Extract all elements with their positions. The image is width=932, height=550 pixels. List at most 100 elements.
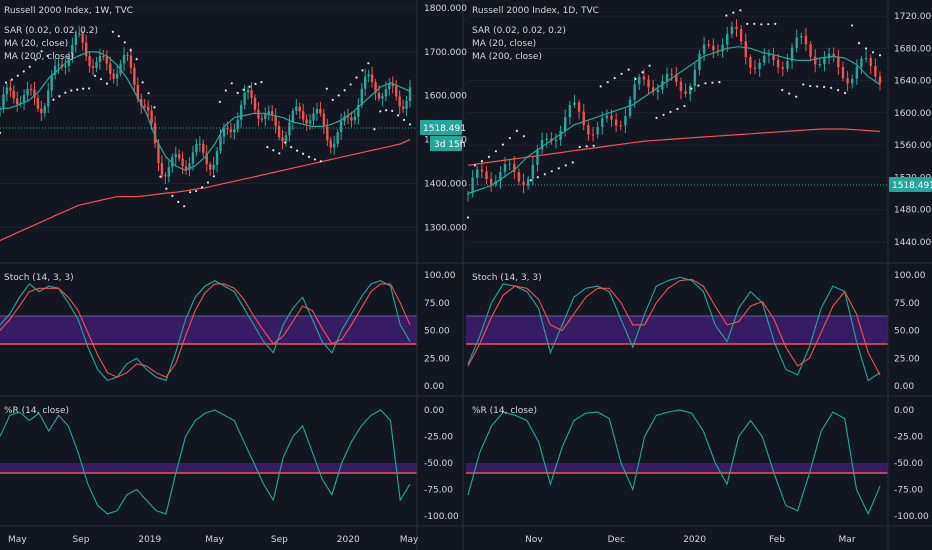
candle-body [647, 79, 650, 88]
stoch-axes[interactable]: 100.00 75.00 50.00 25.00 0.00 100.00 75.00 50.0… [424, 271, 926, 392]
candle-body [735, 26, 738, 29]
candle-body [205, 152, 208, 165]
candle-body [202, 143, 205, 153]
candle-body [339, 121, 343, 133]
sar-dot [260, 80, 263, 84]
candle-body [291, 110, 295, 123]
candle-body [749, 57, 752, 68]
price-tick-label: 1300.000 [424, 223, 467, 233]
candle-body [813, 56, 817, 65]
price-tick-label: 1400.000 [424, 179, 467, 189]
right-stoch-pane[interactable]: Stoch (14, 3, 3) [466, 273, 888, 382]
left-indicator-sar: SAR (0.02, 0.02, 0.2) [4, 26, 98, 36]
candle-body [198, 143, 202, 145]
candle-body [721, 44, 724, 52]
sar-dot [325, 87, 328, 90]
time-tick-label: Sep [72, 535, 89, 545]
willr-axes[interactable]: 0.00 -25.00 -50.00 -75.00 -100.00 0.00 -25.00 -… [424, 406, 929, 522]
candle-body [370, 74, 374, 83]
price-tick-label: 1440.000 [894, 238, 932, 248]
candle-body [564, 116, 567, 131]
sar-dot [165, 187, 168, 190]
candle-body [184, 166, 188, 170]
sar-dot [816, 85, 819, 88]
right-willr-pane[interactable]: %R (14, close) [466, 406, 888, 516]
sar-dot [349, 83, 352, 86]
sar-dot [111, 30, 114, 33]
right-grid [468, 15, 888, 243]
left-last-price-text: 1518.491 [423, 124, 466, 134]
candle-body [818, 64, 822, 66]
left-willr-title: %R (14, close) [4, 406, 69, 416]
sar-dot [697, 84, 700, 87]
sar-dot [408, 123, 412, 126]
left-chart[interactable]: Russell 2000 Index, 1W, TVC SAR (0.02, 0… [0, 6, 418, 515]
sar-dot [129, 49, 132, 52]
sar-dot [402, 118, 406, 121]
candle-body [767, 54, 771, 56]
price-tick-label: 1560.000 [894, 141, 932, 151]
sar-dot [795, 95, 798, 98]
sar-dot [564, 164, 567, 167]
candle-body [284, 135, 288, 142]
right-price-pane[interactable] [466, 9, 888, 219]
sar-dot [753, 22, 756, 25]
sar-dot [123, 41, 126, 44]
time-tick-label: Dec [608, 535, 625, 545]
sar-dot [153, 106, 156, 109]
candle-body [772, 54, 775, 61]
sar-dot [93, 74, 97, 77]
sar-dot [64, 91, 67, 94]
stoch-tick-label: 0.00 [894, 382, 914, 392]
candle-body [874, 65, 877, 77]
sar-dot [627, 68, 630, 71]
candle-body [315, 108, 319, 114]
candle-body [43, 106, 46, 114]
right-time-axis[interactable]: Nov Dec 2020 Feb Mar [525, 535, 856, 545]
sar-dot [4, 81, 8, 84]
sar-dot [147, 92, 150, 95]
candle-body [693, 69, 697, 86]
right-stoch-d-line [467, 278, 881, 376]
candle-body [605, 115, 609, 119]
left-willr-line [0, 409, 411, 515]
candle-body [656, 89, 659, 93]
left-time-axis[interactable]: May Sep 2019 May Sep 2020 May [8, 535, 419, 545]
candle-body [476, 169, 479, 178]
right-sar-dots [466, 9, 882, 219]
willr-tick-label: -50.00 [894, 459, 923, 469]
sar-dot [183, 205, 186, 208]
candle-body [661, 81, 664, 90]
candle-body [395, 86, 398, 97]
candle-body [26, 88, 29, 96]
candle-body [78, 33, 81, 35]
sar-dot [206, 181, 210, 184]
right-indicator-sar: SAR (0.02, 0.02, 0.2) [472, 26, 566, 36]
candle-body [57, 64, 60, 66]
candle-body [288, 122, 291, 136]
left-price-pane[interactable] [0, 25, 417, 242]
left-stoch-pane[interactable]: Stoch (14, 3, 3) [0, 273, 417, 382]
candle-body [140, 99, 143, 106]
right-chart[interactable]: Russell 2000 Index, 1D, TVC SAR (0.02, 0… [466, 6, 888, 516]
stoch-tick-label: 25.00 [894, 354, 920, 364]
stoch-tick-label: 100.00 [424, 271, 456, 281]
price-tick-label: 1700.000 [424, 48, 467, 58]
candle-body [573, 102, 576, 106]
candle-body [804, 35, 808, 45]
candle-body [157, 143, 160, 164]
time-tick-label: Sep [271, 535, 288, 545]
candle-body [832, 53, 835, 57]
candle-body [489, 179, 493, 185]
candle-body [800, 35, 803, 38]
sar-dot [331, 98, 334, 101]
sar-dot [557, 167, 560, 170]
candle-body [522, 181, 525, 186]
candle-body [408, 87, 412, 101]
right-willr-band [466, 463, 888, 473]
sar-dot [343, 89, 346, 92]
candle-body [19, 102, 22, 105]
left-willr-pane[interactable]: %R (14, close) [0, 406, 417, 515]
candle-body [219, 136, 222, 152]
right-ma20-line [467, 46, 881, 195]
